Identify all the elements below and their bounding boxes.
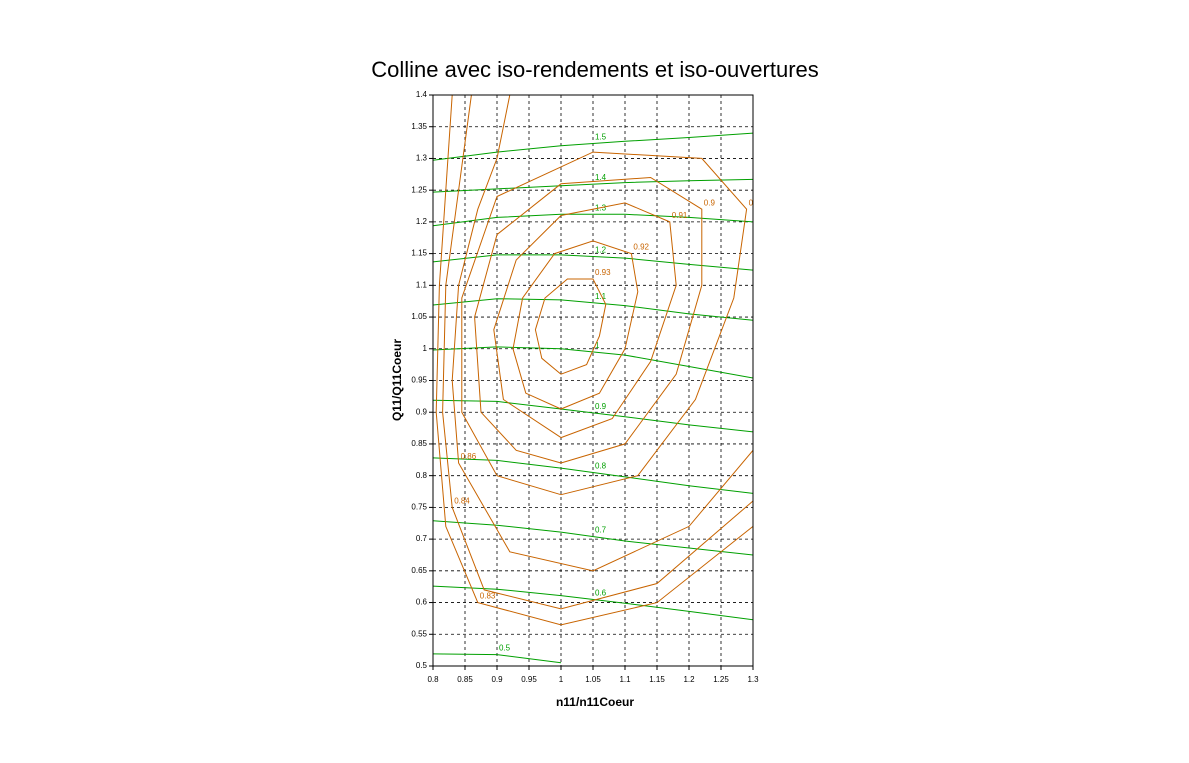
x-tick-label: 1.25 [713, 675, 729, 684]
x-tick-label: 0.8 [427, 675, 439, 684]
x-tick-label: 0.9 [491, 675, 503, 684]
contour-label: 1.2 [595, 246, 607, 255]
contour-line [534, 278, 607, 375]
contour-line [433, 346, 753, 379]
x-tick-label: 0.95 [521, 675, 537, 684]
x-tick-label: 1.1 [619, 675, 631, 684]
contour-line [493, 202, 677, 439]
contour-line [433, 213, 753, 227]
y-tick-label: 1.25 [411, 185, 427, 194]
contour-line [433, 585, 753, 621]
contour-label: 0.86 [461, 452, 477, 461]
contour-label: 0.83 [480, 592, 496, 601]
y-tick-label: 0.8 [416, 471, 428, 480]
contour-line [433, 457, 753, 494]
contour-line [512, 240, 639, 410]
contour-line [433, 653, 562, 664]
y-tick-label: 0.65 [411, 566, 427, 575]
contour-label: 0.5 [499, 644, 511, 653]
contour-line [433, 254, 753, 271]
contours: 1.51.41.31.21.110.90.80.70.60.50.930.920… [433, 95, 765, 664]
y-tick-label: 1.05 [411, 312, 427, 321]
y-tick-label: 1.2 [416, 217, 428, 226]
contour-line [433, 298, 753, 321]
contour-label: 0.91 [672, 211, 688, 220]
x-tick-label: 0.85 [457, 675, 473, 684]
contour-label: 0.93 [595, 268, 611, 277]
y-tick-label: 0.95 [411, 376, 427, 385]
y-tick-label: 0.6 [416, 598, 428, 607]
contour-line [435, 95, 753, 626]
y-tick-label: 1.4 [416, 90, 428, 99]
y-tick-label: 0.75 [411, 502, 427, 511]
contour-label: 1.4 [595, 173, 607, 182]
contour-label: 0.6 [595, 588, 607, 597]
x-tick-label: 1 [559, 675, 564, 684]
x-tick-label: 1.15 [649, 675, 665, 684]
y-tick-label: 0.9 [416, 407, 428, 416]
x-tick-label: 1.05 [585, 675, 601, 684]
y-axis-label: Q11/Q11Coeur [390, 339, 404, 421]
contour-label: 0.89 [749, 198, 765, 207]
x-tick-label: 1.2 [683, 675, 695, 684]
contour-line [451, 95, 753, 572]
contour-line [433, 132, 753, 161]
contour-label: 0.8 [595, 462, 607, 471]
contour-label: 0.9 [595, 402, 607, 411]
y-tick-label: 1 [423, 344, 428, 353]
y-tick-label: 1.3 [416, 154, 428, 163]
y-tick-label: 1.35 [411, 122, 427, 131]
contour-label: 0.7 [595, 526, 607, 535]
contour-line [442, 95, 753, 610]
contour-label: 0.84 [454, 496, 470, 505]
chart-title: Colline avec iso-rendements et iso-ouver… [371, 57, 819, 82]
contour-label: 0.9 [704, 198, 716, 207]
y-tick-label: 0.7 [416, 534, 428, 543]
contour-label: 1.1 [595, 292, 607, 301]
y-tick-label: 1.15 [411, 249, 427, 258]
contour-line [433, 399, 753, 433]
x-axis-label: n11/n11Coeur [556, 695, 634, 709]
contour-line [461, 151, 748, 496]
contour-line [433, 178, 753, 193]
x-tick-label: 1.3 [747, 675, 759, 684]
y-tick-label: 1.1 [416, 280, 428, 289]
contour-line [433, 520, 753, 556]
y-tick-label: 0.85 [411, 439, 427, 448]
contour-label: 0.92 [633, 243, 649, 252]
y-tick-label: 0.5 [416, 661, 428, 670]
contour-line [474, 176, 703, 464]
y-tick-label: 0.55 [411, 629, 427, 638]
contour-label: 1 [595, 341, 600, 350]
contour-label: 1.5 [595, 133, 607, 142]
